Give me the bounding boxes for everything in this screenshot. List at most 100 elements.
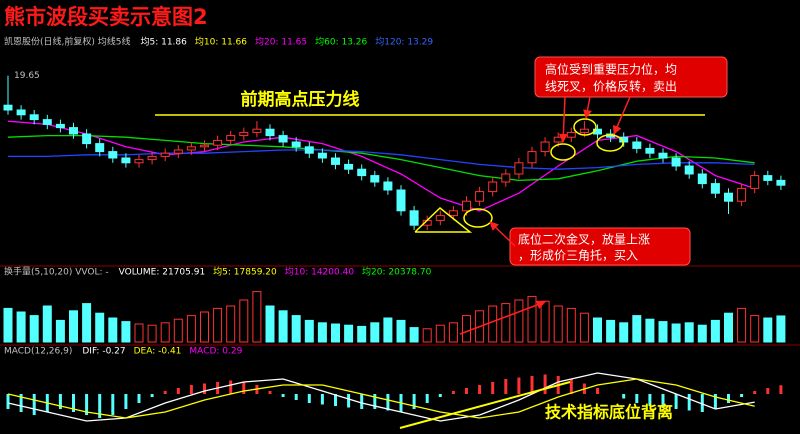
volume-bar bbox=[579, 312, 589, 343]
volume-bar bbox=[737, 307, 747, 343]
candle-body bbox=[710, 183, 720, 194]
volume-bar bbox=[317, 322, 327, 343]
candle-body bbox=[462, 200, 471, 212]
candle-body bbox=[763, 175, 773, 181]
candle-body bbox=[29, 114, 39, 121]
buy-box bbox=[509, 227, 691, 266]
volume-bar bbox=[200, 311, 209, 343]
candle-body bbox=[239, 131, 249, 137]
volume-bar bbox=[291, 315, 301, 343]
candle-body bbox=[579, 128, 589, 133]
candle-body bbox=[252, 128, 262, 133]
legend-item: 均10: 14200.40 bbox=[285, 266, 355, 278]
indicator-line bbox=[8, 149, 755, 170]
volume-bar bbox=[304, 319, 314, 343]
buy-note: 底位二次金叉，放量上涨 bbox=[518, 232, 650, 247]
volume-bar bbox=[213, 307, 223, 343]
volume-bar bbox=[173, 318, 183, 343]
volume-bar bbox=[645, 318, 655, 343]
volume-bar bbox=[226, 305, 236, 343]
volume-bar bbox=[619, 322, 629, 343]
candle-body bbox=[134, 159, 144, 164]
high-label: 19.65 bbox=[14, 71, 40, 81]
divergence-line bbox=[399, 381, 571, 429]
candle-body bbox=[213, 139, 223, 146]
candle-body bbox=[69, 127, 78, 135]
volume-bar bbox=[514, 299, 524, 343]
panel-header: 换手量(5,10,20) VVOL: - bbox=[4, 266, 109, 278]
legend-item: DIF: -0.27 bbox=[82, 347, 125, 357]
candle-body bbox=[435, 215, 445, 221]
sell-box bbox=[534, 56, 728, 98]
volume-bar bbox=[95, 312, 105, 343]
indicator-line bbox=[7, 134, 755, 182]
triangle bbox=[414, 207, 473, 233]
volume-bar bbox=[540, 300, 550, 343]
candle-body bbox=[697, 173, 707, 185]
candle-body bbox=[488, 181, 498, 193]
candle-body bbox=[186, 146, 196, 151]
volume-bar bbox=[566, 307, 576, 343]
candle-body bbox=[514, 162, 524, 175]
candle-body bbox=[553, 136, 563, 143]
legend-item: 均20: 20378.70 bbox=[362, 266, 432, 278]
volume-bar bbox=[776, 315, 786, 343]
candle-body bbox=[737, 187, 747, 202]
volume-bar bbox=[671, 323, 681, 343]
candle-body bbox=[304, 146, 314, 154]
legend-item: 均5: 11.86 bbox=[140, 36, 187, 48]
volume-bar bbox=[606, 319, 616, 343]
volume-bar bbox=[750, 315, 760, 343]
volume-bar bbox=[265, 305, 275, 343]
candle-body bbox=[331, 157, 340, 165]
candle-body bbox=[108, 151, 118, 159]
candle-body bbox=[566, 131, 576, 138]
volume-bar bbox=[344, 324, 354, 343]
arrows bbox=[459, 96, 631, 335]
volume-bar bbox=[55, 319, 65, 343]
legend-item: 均20: 11.65 bbox=[255, 36, 307, 48]
volume-bar bbox=[42, 305, 52, 343]
candle-body bbox=[396, 189, 406, 212]
candle-body bbox=[645, 147, 655, 154]
candle-body bbox=[475, 191, 485, 202]
volume-bar bbox=[488, 305, 498, 343]
divergence-label: 技术指标底位背离 bbox=[545, 403, 673, 422]
volume-bar bbox=[501, 303, 511, 343]
sell-note: 线死叉，价格反转，卖出 bbox=[545, 79, 677, 94]
volume-bar bbox=[147, 324, 157, 343]
volume-bar bbox=[396, 319, 406, 343]
candle-body bbox=[265, 128, 275, 137]
volume-bar bbox=[383, 317, 393, 343]
candle-body bbox=[16, 109, 26, 116]
volume-bar bbox=[527, 295, 537, 343]
candle-body bbox=[147, 155, 157, 161]
plot: 凯恩股份(日线,前复权) 均线5线 均5: 11.86 均10: 11.66 均20:… bbox=[3, 36, 786, 422]
panel-header: MACD(12,26,9) bbox=[4, 347, 72, 357]
candle-body bbox=[121, 157, 131, 164]
indicator-line bbox=[7, 378, 755, 419]
candle-body bbox=[291, 141, 301, 148]
candle-body bbox=[776, 179, 786, 186]
annotations: 前期高点压力线 高位受到重要压力位，均 线死叉，价格反转，卖出 底位二次金叉，放… bbox=[155, 56, 728, 429]
volume-bar bbox=[370, 322, 380, 343]
volume-bar bbox=[409, 327, 419, 343]
candle-body bbox=[658, 152, 668, 159]
candle-body bbox=[750, 175, 760, 189]
volume-bar bbox=[422, 328, 432, 343]
candle-body bbox=[383, 181, 393, 191]
volume-bar bbox=[658, 321, 668, 343]
candle-body bbox=[501, 173, 511, 183]
volume-bar bbox=[448, 322, 458, 343]
candle-body bbox=[3, 104, 13, 111]
volume-bar bbox=[553, 305, 563, 343]
indicator-line bbox=[7, 372, 755, 422]
legend-item: 均5: 17859.20 bbox=[213, 266, 277, 278]
candle-body bbox=[448, 210, 458, 217]
legend-item: DEA: -0.41 bbox=[134, 347, 182, 357]
candle-body bbox=[671, 157, 681, 167]
legend-item: MACD: 0.29 bbox=[189, 347, 242, 357]
highlight-circles bbox=[463, 118, 624, 228]
candle-body bbox=[200, 144, 209, 148]
